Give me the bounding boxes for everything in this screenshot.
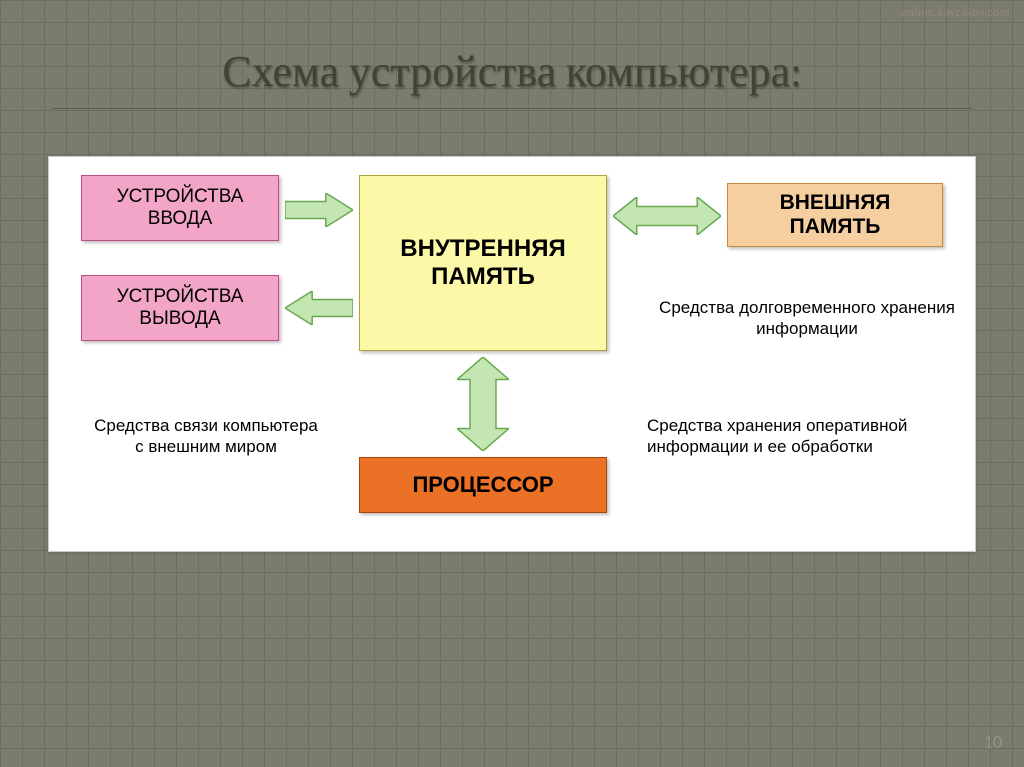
node-cpu: ПРОЦЕССОР (359, 457, 607, 513)
caption-c3: Средства хранения оперативной информации… (647, 415, 957, 458)
title-underline (52, 108, 972, 109)
diagram-panel: УСТРОЙСТВА ВВОДА УСТРОЙСТВА ВЫВОДА ВНУТРЕН… (48, 156, 976, 552)
node-input: УСТРОЙСТВА ВВОДА (81, 175, 279, 241)
node-ram: ВНУТРЕННЯЯ ПАМЯТЬ (359, 175, 607, 351)
caption-c1: Средства связи компьютера с внешним миро… (91, 415, 321, 458)
arrow-a4 (457, 357, 509, 451)
node-storage: ВНЕШНЯЯ ПАМЯТЬ (727, 183, 943, 247)
watermark-text: online.kayzakov.com (901, 6, 1010, 20)
page-number: 10 (984, 731, 1002, 753)
arrow-a2 (285, 291, 353, 325)
arrow-a1 (285, 193, 353, 227)
node-output: УСТРОЙСТВА ВЫВОДА (81, 275, 279, 341)
page-title: Схема устройства компьютера: (0, 46, 1024, 97)
arrow-a3 (613, 197, 721, 235)
caption-c2: Средства долговременного хранения информ… (657, 297, 957, 340)
